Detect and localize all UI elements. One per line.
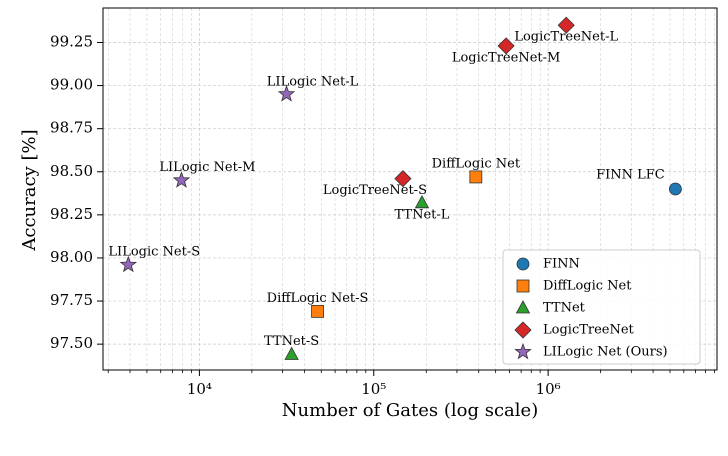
- y-tick-label: 99.00: [50, 76, 93, 94]
- legend-marker: [516, 257, 530, 271]
- point-label: TTNet-L: [395, 207, 450, 222]
- y-tick-label: 98.00: [50, 248, 93, 266]
- y-tick-label: 99.25: [50, 32, 93, 50]
- legend-label: LILogic Net (Ours): [543, 345, 668, 360]
- point-label: LogicTreeNet-S: [323, 183, 427, 198]
- plot-frame: [102, 7, 718, 371]
- legend-box: [502, 249, 701, 365]
- data-point: [497, 37, 515, 55]
- legend-marker: [514, 321, 532, 339]
- point-label: LILogic Net-M: [159, 160, 255, 175]
- data-point: [172, 171, 191, 188]
- legend-marker: [516, 279, 530, 293]
- x-tick-label: 10⁴: [187, 380, 212, 398]
- data-point: [277, 85, 296, 102]
- legend: FINN DiffLogic Net TTNet LogicTreeNet LILogi…: [502, 249, 701, 365]
- point-label: LILogic Net-L: [267, 75, 359, 90]
- x-tick-label: 10⁵: [361, 380, 386, 398]
- legend-label: FINN: [543, 257, 580, 272]
- data-point: [469, 170, 483, 184]
- y-tick-label: 98.75: [50, 119, 93, 137]
- legend-label: DiffLogic Net: [543, 279, 632, 294]
- y-axis-label: Accuracy [%]: [19, 129, 40, 251]
- x-axis-label: Number of Gates (log scale): [282, 400, 538, 421]
- point-label: LILogic Net-S: [108, 244, 200, 259]
- point-label: FINN LFC: [596, 168, 665, 183]
- data-point: [669, 182, 682, 196]
- legend-marker: [515, 300, 531, 314]
- y-tick-label: 97.75: [50, 291, 93, 309]
- x-tick-label: 10⁶: [536, 380, 561, 398]
- point-label: LogicTreeNet-M: [452, 50, 561, 65]
- data-point: [414, 194, 430, 209]
- point-label: DiffLogic Net-S: [267, 291, 369, 306]
- y-tick-label: 98.50: [50, 162, 93, 180]
- point-label: TTNet-S: [264, 334, 319, 349]
- point-label: DiffLogic Net: [432, 156, 521, 171]
- data-point: [311, 304, 324, 318]
- legend-label: TTNet: [543, 301, 586, 316]
- point-label: LogicTreeNet-L: [514, 30, 618, 45]
- legend-marker: [514, 342, 532, 360]
- data-point: [394, 170, 412, 188]
- data-point: [557, 16, 575, 34]
- data-point: [119, 255, 138, 273]
- data-point: [284, 346, 299, 360]
- y-tick-label: 98.25: [50, 205, 93, 223]
- y-tick-label: 97.50: [50, 334, 93, 352]
- legend-label: LogicTreeNet: [543, 323, 635, 338]
